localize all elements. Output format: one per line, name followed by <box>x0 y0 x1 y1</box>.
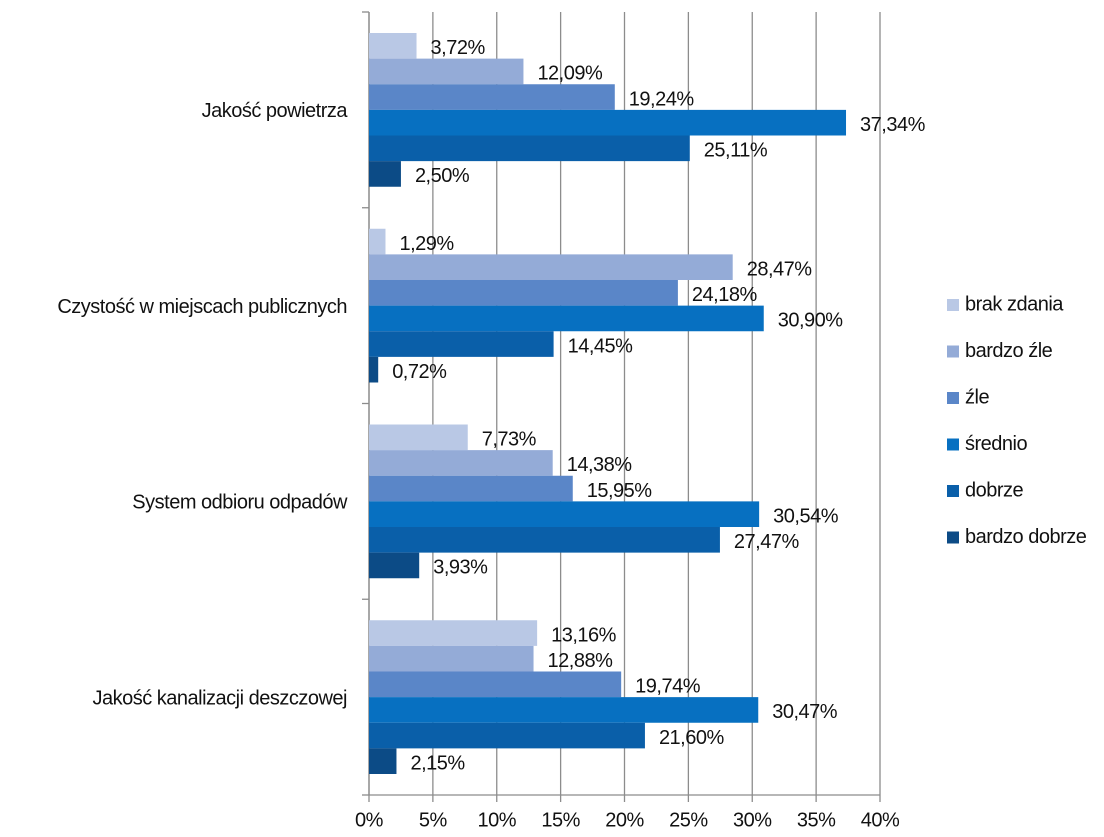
data-label: 25,11% <box>704 140 768 162</box>
data-label: 28,47% <box>747 258 813 280</box>
data-label: 19,24% <box>629 88 695 110</box>
bar <box>369 228 386 255</box>
bar <box>369 424 468 451</box>
y-tick-label: System odbioru odpadów <box>132 492 348 514</box>
data-label: 27,47% <box>734 531 800 553</box>
legend-swatch <box>947 299 959 311</box>
data-label: 30,47% <box>772 701 838 723</box>
bar <box>369 671 622 698</box>
data-label: 12,09% <box>537 63 603 85</box>
bar <box>369 722 645 749</box>
legend-label: dobrze <box>965 479 1024 501</box>
legend-label: bardzo dobrze <box>965 526 1087 548</box>
data-label: 30,90% <box>778 310 844 332</box>
y-tick-label: Czystość w miejscach publicznych <box>57 296 347 318</box>
bar <box>369 620 538 646</box>
bar <box>369 331 554 357</box>
x-tick-label: 35% <box>797 809 836 831</box>
bar <box>369 135 690 162</box>
data-label: 2,15% <box>410 752 465 774</box>
data-label: 2,50% <box>415 165 470 187</box>
legend-swatch <box>947 485 959 497</box>
data-label: 21,60% <box>659 727 725 749</box>
bar <box>369 305 764 332</box>
bar <box>369 552 420 579</box>
bar <box>369 475 573 502</box>
y-tick-label: Jakość powietrza <box>202 100 349 122</box>
bar <box>369 58 524 85</box>
x-tick-label: 25% <box>669 809 708 831</box>
bar <box>369 254 733 280</box>
bar <box>369 84 615 110</box>
bar <box>369 645 534 672</box>
legend-swatch <box>947 438 959 451</box>
data-label: 24,18% <box>692 284 758 306</box>
bar <box>369 450 553 476</box>
data-label: 15,95% <box>587 480 653 502</box>
bar <box>369 527 720 553</box>
legend-label: bardzo źle <box>965 340 1053 362</box>
x-tick-label: 20% <box>605 809 644 831</box>
legend-swatch <box>947 531 959 544</box>
data-label: 1,29% <box>399 233 454 255</box>
data-label: 3,93% <box>433 557 488 579</box>
bar <box>369 280 678 306</box>
data-label: 30,54% <box>773 505 839 527</box>
x-tick-label: 5% <box>419 809 448 831</box>
data-label: 37,34% <box>860 114 926 136</box>
data-label: 13,16% <box>551 624 617 646</box>
legend-label: źle <box>965 386 989 408</box>
data-label: 14,45% <box>568 335 634 357</box>
legend-label: średnio <box>965 433 1027 455</box>
data-label: 3,72% <box>431 37 486 59</box>
bar <box>369 501 760 527</box>
legend-swatch <box>947 392 959 404</box>
data-label: 12,88% <box>548 650 614 672</box>
x-tick-label: 40% <box>861 809 900 831</box>
data-label: 14,38% <box>567 454 633 476</box>
bar <box>369 161 401 187</box>
x-tick-label: 0% <box>355 809 384 831</box>
bar <box>369 748 397 774</box>
x-tick-label: 30% <box>733 809 772 831</box>
legend-label: brak zdania <box>965 293 1064 315</box>
x-tick-label: 10% <box>477 809 516 831</box>
data-label: 7,73% <box>482 429 537 451</box>
bar <box>369 356 379 383</box>
y-tick-label: Jakość kanalizacji deszczowej <box>92 687 347 709</box>
data-label: 19,74% <box>635 676 701 698</box>
x-tick-label: 15% <box>541 809 580 831</box>
bar <box>369 697 759 723</box>
legend-swatch <box>947 345 959 358</box>
data-label: 0,72% <box>392 361 447 383</box>
bar <box>369 33 417 59</box>
bar <box>369 109 847 136</box>
